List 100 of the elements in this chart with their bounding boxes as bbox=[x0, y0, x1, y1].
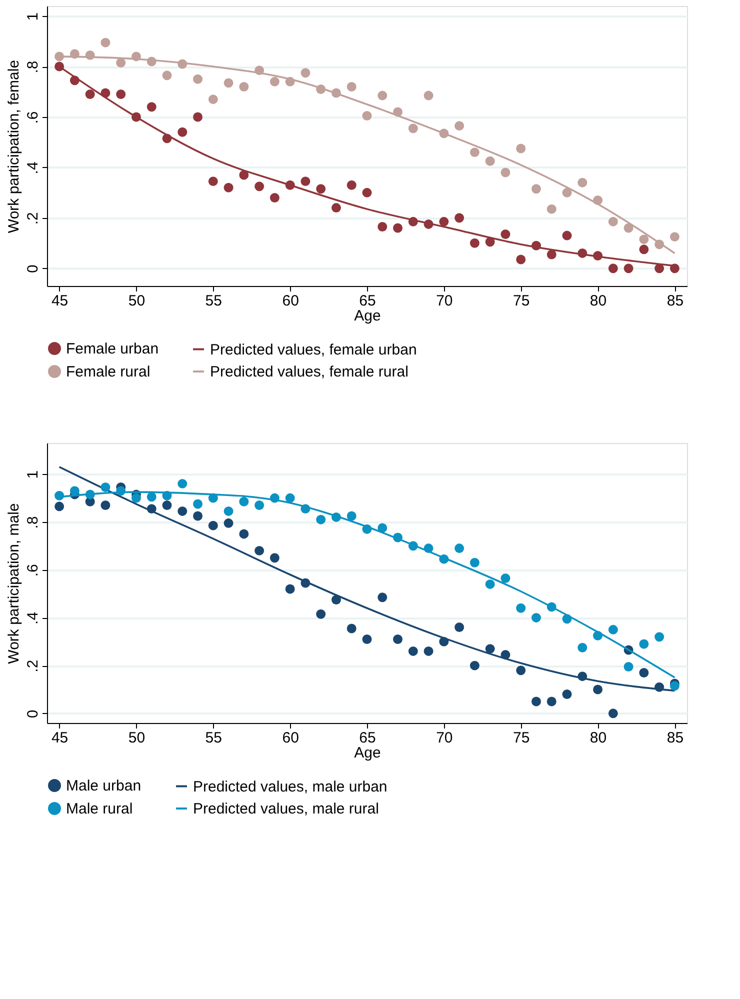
legend-label: Predicted values, female rural bbox=[210, 364, 408, 380]
point bbox=[100, 482, 110, 492]
point bbox=[454, 121, 464, 131]
point bbox=[208, 520, 218, 530]
point bbox=[239, 496, 249, 506]
point bbox=[516, 254, 526, 264]
point bbox=[239, 82, 249, 92]
point bbox=[162, 500, 172, 510]
point bbox=[608, 708, 618, 718]
x-tick-label: 60 bbox=[282, 730, 299, 746]
point bbox=[254, 500, 264, 510]
point bbox=[531, 184, 541, 194]
point bbox=[178, 506, 188, 516]
point bbox=[393, 223, 403, 233]
point bbox=[100, 500, 110, 510]
legend-label: Male urban bbox=[66, 778, 142, 795]
point bbox=[178, 478, 188, 488]
point bbox=[454, 544, 464, 554]
point bbox=[546, 696, 556, 706]
point bbox=[624, 662, 634, 672]
point bbox=[424, 90, 434, 100]
x-tick-label: 75 bbox=[513, 292, 530, 310]
x-tick-label: 55 bbox=[205, 730, 222, 746]
point bbox=[270, 192, 280, 202]
point bbox=[54, 502, 64, 512]
x-tick-label: 55 bbox=[205, 292, 222, 310]
point bbox=[378, 90, 388, 100]
point bbox=[516, 144, 526, 154]
point bbox=[346, 624, 356, 634]
point bbox=[193, 74, 203, 84]
x-axis-title: Age bbox=[354, 308, 381, 324]
x-tick-label: 65 bbox=[359, 730, 376, 746]
point bbox=[562, 230, 572, 240]
x-tick-label: 50 bbox=[128, 730, 146, 746]
y-tick-label: .6 bbox=[24, 564, 42, 577]
legend-label: Male rural bbox=[66, 800, 133, 818]
y-tick-label: .4 bbox=[24, 612, 42, 624]
x-tick-label: 75 bbox=[513, 730, 530, 746]
point bbox=[193, 499, 203, 509]
x-axis-title: Age bbox=[354, 744, 381, 762]
point bbox=[470, 238, 480, 248]
y-axis-title: Work participation, female bbox=[6, 60, 22, 234]
point bbox=[239, 529, 249, 539]
x-tick-label: 45 bbox=[51, 292, 68, 310]
point bbox=[470, 148, 480, 158]
y-tick-label: .2 bbox=[24, 660, 42, 672]
point bbox=[485, 156, 495, 166]
point bbox=[639, 639, 649, 649]
legend-label: Predicted values, female urban bbox=[210, 341, 417, 358]
point bbox=[285, 493, 295, 503]
y-tick-label: 0 bbox=[24, 710, 42, 718]
point bbox=[639, 668, 649, 678]
point bbox=[485, 579, 495, 589]
legend-label: Female urban bbox=[66, 340, 159, 358]
point bbox=[500, 230, 510, 240]
point bbox=[162, 70, 172, 80]
point bbox=[378, 592, 388, 602]
point bbox=[254, 546, 264, 556]
y-axis-title: Work participation, male bbox=[6, 503, 22, 664]
point bbox=[500, 168, 510, 178]
point bbox=[593, 684, 603, 694]
point bbox=[378, 523, 388, 533]
y-tick-label: .2 bbox=[24, 212, 42, 225]
point bbox=[208, 176, 218, 186]
point bbox=[378, 222, 388, 232]
point bbox=[639, 234, 649, 244]
x-tick-label: 65 bbox=[359, 292, 376, 310]
x-tick-label: 85 bbox=[666, 292, 684, 310]
point bbox=[470, 558, 480, 568]
point bbox=[424, 646, 434, 656]
point bbox=[578, 642, 588, 652]
point bbox=[316, 514, 326, 524]
point bbox=[362, 110, 372, 120]
point bbox=[531, 696, 541, 706]
point bbox=[146, 102, 156, 112]
point bbox=[608, 624, 618, 634]
point bbox=[362, 188, 372, 198]
point bbox=[608, 216, 618, 226]
point bbox=[146, 492, 156, 502]
legend-label: Female rural bbox=[66, 364, 150, 380]
point bbox=[362, 634, 372, 644]
x-tick-label: 60 bbox=[282, 292, 299, 310]
y-tick-label: .4 bbox=[24, 162, 42, 174]
point bbox=[208, 94, 218, 104]
point bbox=[439, 216, 449, 226]
x-tick-label: 80 bbox=[590, 292, 607, 310]
point bbox=[100, 38, 110, 48]
point bbox=[546, 250, 556, 260]
point bbox=[193, 112, 203, 122]
y-tick-label: .6 bbox=[24, 111, 42, 124]
x-tick-label: 70 bbox=[436, 730, 453, 746]
x-tick-label: 80 bbox=[590, 730, 607, 746]
point bbox=[316, 609, 326, 619]
point bbox=[639, 244, 649, 254]
point bbox=[608, 264, 618, 274]
point bbox=[70, 486, 80, 496]
point bbox=[224, 506, 234, 516]
point bbox=[270, 76, 280, 86]
x-tick-label: 45 bbox=[51, 730, 68, 746]
point bbox=[454, 213, 464, 223]
